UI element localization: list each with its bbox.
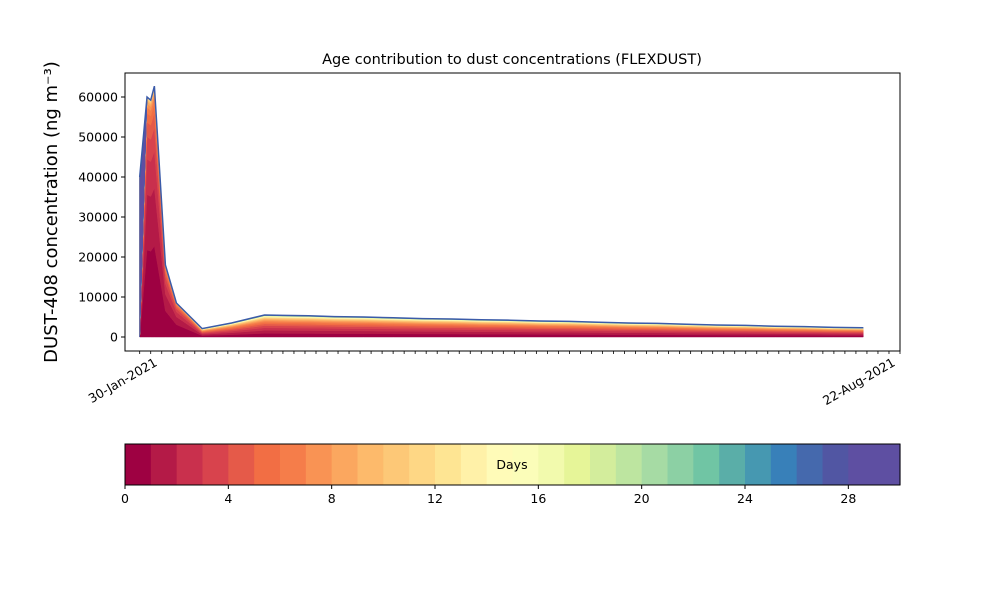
area-series-day-6 xyxy=(139,96,864,338)
x-tick-label: 30-Jan-2021 xyxy=(86,355,160,406)
colorbar-frame xyxy=(124,443,901,486)
area-series-day-18 xyxy=(139,86,864,338)
area-series-day-11 xyxy=(139,87,864,338)
area-series-day-1 xyxy=(139,187,864,338)
colorbar-segment xyxy=(409,444,436,485)
y-tick-label: 30000 xyxy=(78,210,118,225)
colorbar-segment xyxy=(745,444,772,485)
colorbar-ticks: 0 4 8 12 16 20 24 28 xyxy=(121,485,856,506)
colorbar-segment xyxy=(125,444,152,485)
colorbar-segment xyxy=(176,444,204,485)
area-series-day-20 xyxy=(139,86,864,338)
colorbar-segment xyxy=(486,444,514,485)
y-tick-label: 50000 xyxy=(78,130,118,145)
colorbar-tick-label: 24 xyxy=(737,491,753,506)
area-series-day-21 xyxy=(139,86,864,338)
area-series-day-17 xyxy=(139,86,864,338)
colorbar-segment xyxy=(770,444,798,485)
area-series-day-23 xyxy=(139,86,864,338)
y-tick-label: 10000 xyxy=(78,290,118,305)
area-series-group xyxy=(138,86,864,338)
colorbar-segment xyxy=(564,444,591,485)
colorbar-segment xyxy=(331,444,359,485)
colorbar-segment xyxy=(512,444,539,485)
colorbar-segment xyxy=(590,444,617,485)
colorbar-segment xyxy=(150,444,178,485)
x-axis: 30-Jan-2021 22-Aug-2021 xyxy=(86,351,901,408)
colorbar-segment xyxy=(254,444,281,485)
colorbar-tick-label: 0 xyxy=(121,491,129,506)
y-tick-label: 40000 xyxy=(78,170,118,185)
area-series-day-8 xyxy=(139,90,864,338)
colorbar-tick-label: 16 xyxy=(530,491,546,506)
colorbar-segment xyxy=(280,444,307,485)
colorbar-segment xyxy=(641,444,669,485)
colorbar xyxy=(125,444,901,485)
colorbar-segment xyxy=(874,444,901,485)
area-series-day-5 xyxy=(139,102,864,338)
colorbar-tick-label: 12 xyxy=(427,491,443,506)
colorbar-segment xyxy=(822,444,849,485)
area-series-day-12 xyxy=(139,86,864,338)
area-series-day-22 xyxy=(139,86,864,338)
area-series-day-26 xyxy=(139,86,864,338)
area-series-day-9 xyxy=(139,88,864,338)
colorbar-segment xyxy=(796,444,824,485)
colorbar-segment xyxy=(538,444,565,485)
y-axis: 0 10000 20000 30000 40000 50000 60000 xyxy=(78,90,125,345)
colorbar-segment xyxy=(667,444,694,485)
y-tick-label: 60000 xyxy=(78,90,118,105)
colorbar-segment xyxy=(848,444,875,485)
total-outline xyxy=(138,86,864,330)
area-series-day-16 xyxy=(139,86,864,338)
y-axis-label: DUST-408 concentration (ng m⁻³) xyxy=(41,61,62,363)
colorbar-segment xyxy=(305,444,333,485)
area-series-day-13 xyxy=(139,86,864,338)
colorbar-tick-label: 20 xyxy=(634,491,650,506)
chart-title: Age contribution to dust concentrations … xyxy=(322,52,702,68)
colorbar-label: Days xyxy=(496,457,527,472)
area-series-day-3 xyxy=(139,127,864,338)
colorbar-segment xyxy=(615,444,643,485)
area-series-day-25 xyxy=(139,86,864,338)
colorbar-segment xyxy=(435,444,462,485)
area-series-day-19 xyxy=(139,86,864,338)
y-tick-label: 0 xyxy=(110,330,118,345)
colorbar-tick-label: 4 xyxy=(224,491,232,506)
y-tick-label: 20000 xyxy=(78,250,118,265)
colorbar-tick-label: 8 xyxy=(328,491,336,506)
plot-frame xyxy=(124,72,901,352)
area-series-day-29 xyxy=(139,86,864,338)
x-tick-label: 22-Aug-2021 xyxy=(820,355,898,408)
area-series-day-28 xyxy=(139,86,864,338)
colorbar-segment xyxy=(357,444,384,485)
colorbar-segment xyxy=(460,444,488,485)
colorbar-segment xyxy=(383,444,410,485)
colorbar-segment xyxy=(202,444,229,485)
colorbar-segment xyxy=(228,444,255,485)
area-series-day-10 xyxy=(139,87,864,338)
area-series-day-4 xyxy=(139,112,864,338)
colorbar-segment xyxy=(719,444,746,485)
area-series-day-7 xyxy=(139,92,864,338)
colorbar-segment xyxy=(693,444,720,485)
area-series-day-15 xyxy=(139,86,864,338)
colorbar-tick-label: 28 xyxy=(840,491,856,506)
area-series-day-14 xyxy=(139,86,864,338)
area-series-day-2 xyxy=(139,151,864,338)
area-series-day-27 xyxy=(139,86,864,338)
area-series-day-24 xyxy=(139,86,864,338)
